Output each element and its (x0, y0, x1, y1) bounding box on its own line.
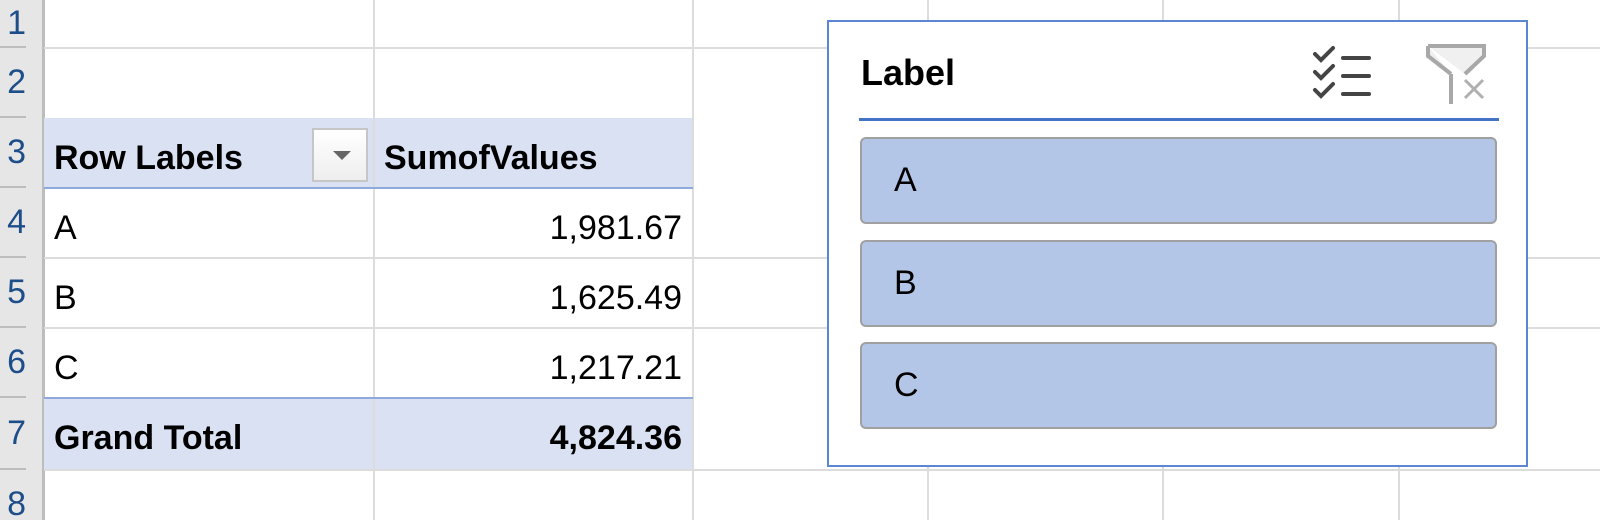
value-c[interactable]: 1,217.21 (549, 348, 682, 387)
row-header-3[interactable]: 3 (0, 118, 26, 188)
slicer-item-c[interactable]: C (860, 342, 1497, 429)
row-header-5[interactable]: 5 (0, 258, 26, 328)
clear-filter-icon[interactable] (1425, 42, 1489, 104)
row-labels-filter-dropdown[interactable] (312, 128, 368, 182)
sum-of-values-header[interactable]: SumofValues (384, 138, 598, 177)
row-header-4[interactable]: 4 (0, 188, 26, 258)
row-header-8[interactable]: 8 (0, 470, 26, 520)
row-header-6[interactable]: 6 (0, 328, 26, 398)
row-header-2[interactable]: 2 (0, 48, 26, 118)
slicer-header-divider (859, 118, 1499, 121)
pivot-header-band (44, 118, 693, 188)
row-label-b[interactable]: B (54, 278, 77, 317)
value-b[interactable]: 1,625.49 (549, 278, 682, 317)
row-labels-header[interactable]: Row Labels (54, 138, 243, 177)
row-label-c[interactable]: C (54, 348, 79, 387)
grand-total-value[interactable]: 4,824.36 (549, 418, 682, 457)
row-header-7[interactable]: 7 (0, 398, 26, 470)
slicer-title: Label (861, 52, 956, 93)
multi-select-icon[interactable] (1311, 44, 1375, 100)
value-a[interactable]: 1,981.67 (549, 208, 682, 247)
slicer-item-b[interactable]: B (860, 240, 1497, 327)
slicer-item-a[interactable]: A (860, 137, 1497, 224)
row-label-a[interactable]: A (54, 208, 77, 247)
pivot-total-band (44, 398, 693, 470)
row-header-1[interactable]: 1 (0, 0, 26, 48)
row-headers: 1 2 3 4 5 6 7 8 (0, 0, 45, 520)
label-slicer[interactable]: Label A B C (827, 20, 1528, 467)
grand-total-label[interactable]: Grand Total (54, 418, 243, 457)
